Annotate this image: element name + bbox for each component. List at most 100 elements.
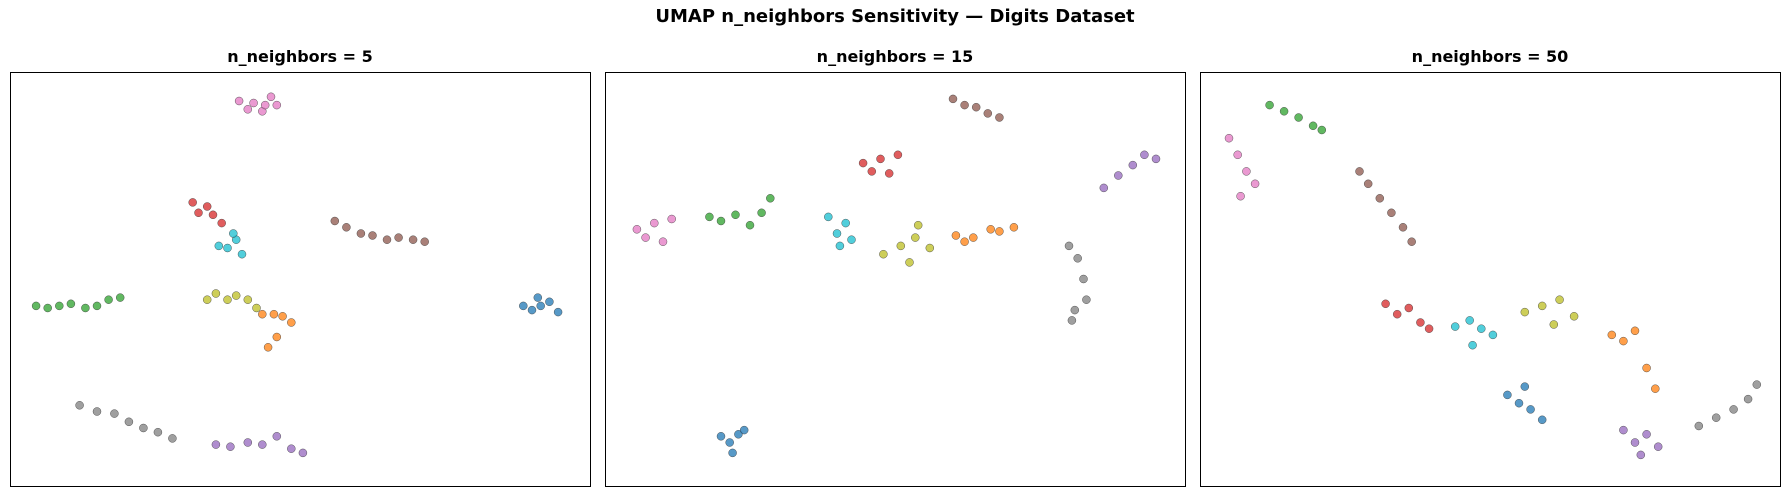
point-digit-7 <box>1694 421 1704 431</box>
point-digit-5 <box>995 113 1004 122</box>
point-digit-1 <box>269 310 279 319</box>
point-digit-1 <box>263 343 273 352</box>
point-digit-2 <box>716 216 726 226</box>
point-digit-8 <box>243 295 253 304</box>
point-digit-5 <box>394 233 403 242</box>
point-digit-5 <box>1407 237 1416 246</box>
point-digit-0 <box>533 293 542 302</box>
point-digit-1 <box>1630 326 1640 335</box>
point-digit-6 <box>243 105 253 114</box>
point-digit-9 <box>1468 341 1477 350</box>
point-digit-5 <box>368 231 377 240</box>
point-digit-6 <box>249 98 258 108</box>
point-digit-8 <box>1549 320 1559 329</box>
point-digit-5 <box>356 229 366 238</box>
point-digit-7 <box>139 423 148 433</box>
point-digit-4 <box>287 444 296 453</box>
point-digit-2 <box>31 301 41 311</box>
point-digit-9 <box>847 235 856 244</box>
point-digit-2 <box>766 194 775 203</box>
point-digit-0 <box>716 432 726 441</box>
point-digit-2 <box>1294 113 1303 122</box>
point-digit-4 <box>211 440 221 449</box>
point-digit-5 <box>382 235 392 244</box>
point-digit-6 <box>641 233 650 242</box>
point-digit-1 <box>258 310 267 319</box>
point-digit-0 <box>725 438 734 447</box>
point-digit-8 <box>1537 301 1547 311</box>
point-digit-8 <box>211 289 221 298</box>
point-digit-7 <box>1067 316 1077 325</box>
point-digit-0 <box>553 307 563 317</box>
point-digit-8 <box>202 295 212 304</box>
panel-title-3: n_neighbors = 50 <box>1411 47 1569 66</box>
point-digit-4 <box>1630 438 1640 447</box>
axes-frame <box>1200 72 1781 487</box>
point-digit-6 <box>234 96 244 106</box>
point-digit-1 <box>1642 363 1651 373</box>
axes-frame <box>605 72 1186 487</box>
point-digit-6 <box>261 100 270 110</box>
point-digit-3 <box>1416 318 1425 327</box>
point-digit-9 <box>1465 316 1474 325</box>
point-digit-3 <box>885 169 894 178</box>
point-digit-4 <box>272 432 281 441</box>
point-digit-3 <box>1381 299 1390 308</box>
point-digit-4 <box>1114 171 1123 180</box>
point-digit-0 <box>519 301 528 311</box>
point-digit-3 <box>1424 324 1434 333</box>
point-digit-9 <box>214 241 224 251</box>
point-digit-5 <box>1398 223 1408 232</box>
point-digit-0 <box>1520 382 1530 391</box>
point-digit-0 <box>527 305 537 315</box>
point-digit-6 <box>1224 133 1234 143</box>
point-digit-1 <box>951 231 961 240</box>
point-digit-2 <box>745 220 755 230</box>
point-digit-3 <box>202 202 212 211</box>
point-digit-8 <box>896 241 905 251</box>
point-digit-6 <box>650 218 659 228</box>
point-digit-6 <box>658 237 668 246</box>
point-digit-3 <box>194 208 203 218</box>
point-digit-7 <box>1082 295 1091 304</box>
point-digit-9 <box>237 249 247 259</box>
point-digit-3 <box>893 150 903 160</box>
panel-1 <box>10 72 591 487</box>
point-digit-9 <box>832 229 842 238</box>
point-digit-7 <box>1752 380 1762 389</box>
point-digit-3 <box>217 218 226 228</box>
point-digit-2 <box>1265 100 1274 110</box>
point-digit-9 <box>835 241 845 251</box>
point-digit-4 <box>1140 150 1149 160</box>
point-digit-8 <box>223 295 232 304</box>
point-digit-7 <box>168 434 177 443</box>
point-digit-3 <box>867 167 876 176</box>
point-digit-0 <box>545 297 554 306</box>
point-digit-3 <box>876 154 885 164</box>
point-digit-1 <box>1619 336 1628 346</box>
point-digit-7 <box>1743 394 1753 404</box>
point-digit-1 <box>1009 223 1019 232</box>
point-digit-0 <box>1537 415 1547 424</box>
point-digit-9 <box>223 243 232 253</box>
point-digit-1 <box>986 225 995 234</box>
point-digit-8 <box>925 243 934 253</box>
panel-title-1: n_neighbors = 5 <box>227 47 373 66</box>
point-digit-6 <box>266 92 276 102</box>
point-digit-4 <box>226 442 235 451</box>
point-digit-5 <box>408 235 418 244</box>
point-digit-1 <box>969 233 978 242</box>
point-digit-5 <box>1375 194 1385 203</box>
panel-title-2: n_neighbors = 15 <box>816 47 974 66</box>
point-digit-5 <box>1355 167 1364 176</box>
point-digit-7 <box>75 401 84 410</box>
point-digit-7 <box>110 409 119 418</box>
point-digit-4 <box>1636 450 1646 460</box>
point-digit-2 <box>43 303 52 313</box>
point-digit-7 <box>92 407 102 416</box>
point-digit-0 <box>536 301 545 311</box>
point-digit-5 <box>983 109 992 118</box>
point-digit-7 <box>1073 254 1082 263</box>
axes-frame <box>10 72 591 487</box>
point-digit-0 <box>1503 390 1512 400</box>
